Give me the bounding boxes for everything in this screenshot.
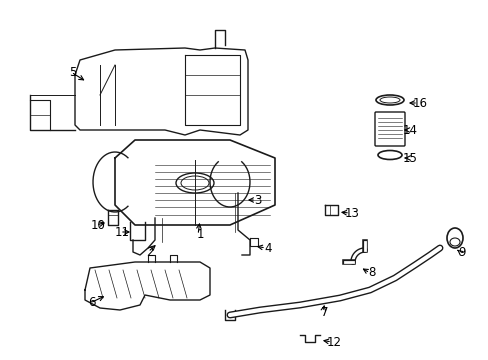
Text: 1: 1	[196, 229, 203, 242]
Text: 4: 4	[264, 242, 271, 255]
Text: 13: 13	[344, 207, 359, 220]
Text: 9: 9	[457, 246, 465, 258]
Text: 14: 14	[402, 123, 417, 136]
Text: 16: 16	[412, 96, 427, 109]
Text: 8: 8	[367, 266, 375, 279]
Text: 15: 15	[402, 152, 417, 165]
Text: 5: 5	[69, 66, 77, 78]
Text: 3: 3	[254, 194, 261, 207]
Text: 12: 12	[326, 336, 341, 348]
Text: 2: 2	[146, 246, 153, 258]
Text: 11: 11	[114, 225, 129, 239]
Text: 10: 10	[90, 219, 105, 231]
Text: 7: 7	[321, 306, 328, 319]
Text: 6: 6	[88, 297, 96, 310]
